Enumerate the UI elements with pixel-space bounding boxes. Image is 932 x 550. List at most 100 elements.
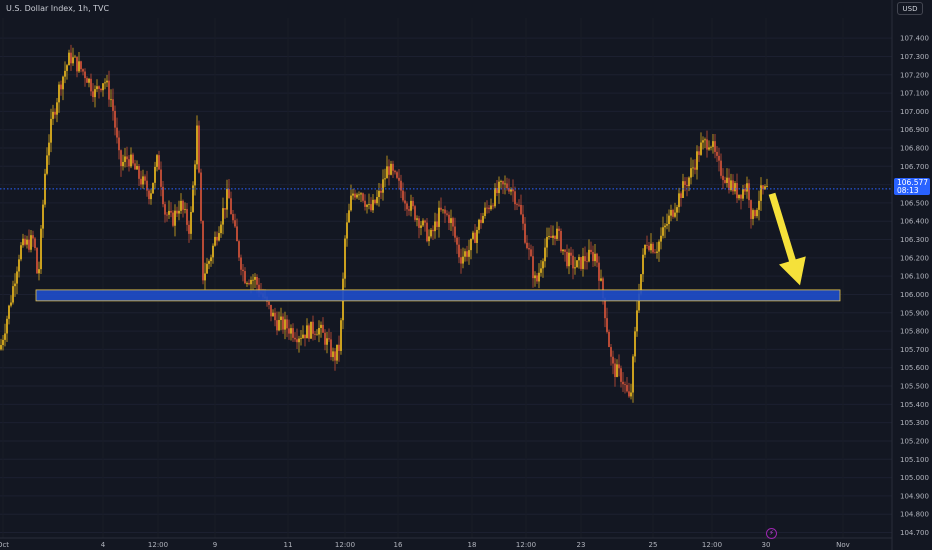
candle-body	[122, 161, 124, 167]
down-arrow	[768, 192, 806, 286]
bar-countdown: 08:13	[897, 186, 919, 195]
candle-body	[356, 194, 358, 198]
candle-body	[620, 368, 622, 382]
candle-body	[162, 186, 164, 205]
candle-body	[230, 198, 232, 215]
candle-body	[648, 245, 650, 251]
candle-body	[474, 232, 476, 243]
candle-body	[394, 170, 396, 173]
candle-body	[124, 156, 126, 162]
candle-body	[0, 344, 2, 350]
candle-body	[636, 310, 638, 332]
candle-body	[548, 236, 550, 237]
candle-body	[494, 188, 496, 207]
candle-body	[362, 193, 364, 201]
candle-body	[106, 80, 108, 83]
candle-body	[712, 141, 714, 147]
candle-body	[450, 218, 452, 223]
y-tick-label: 106.900	[900, 126, 929, 134]
candle-body	[678, 193, 680, 208]
candle-body	[514, 191, 516, 205]
candle-body	[344, 238, 346, 279]
candle-body	[6, 318, 8, 334]
candle-body	[666, 224, 668, 226]
candle-body	[370, 204, 372, 211]
candle-body	[386, 166, 388, 179]
candle-body	[156, 155, 158, 167]
candle-body	[442, 209, 444, 211]
candle-body	[62, 76, 64, 90]
candle-body	[36, 248, 38, 274]
y-tick-label: 105.200	[900, 437, 929, 445]
candle-body	[720, 160, 722, 176]
candle-body	[722, 175, 724, 181]
candle-body	[748, 183, 750, 201]
candle-body	[538, 272, 540, 282]
candle-body	[186, 209, 188, 225]
candle-body	[232, 214, 234, 221]
candle-body	[38, 269, 40, 274]
candle-body	[556, 228, 558, 239]
candle-body	[348, 210, 350, 223]
candle-body	[460, 257, 462, 264]
y-tick-label: 105.300	[900, 419, 929, 427]
candle-body	[520, 204, 522, 215]
candle-body	[182, 200, 184, 210]
candle-body	[430, 229, 432, 237]
candle-body	[282, 316, 284, 330]
candle-body	[658, 241, 660, 252]
candle-body	[346, 222, 348, 239]
candle-body	[242, 269, 244, 272]
x-tick-label: Nov	[836, 541, 850, 549]
candle-body	[458, 244, 460, 258]
candle-body	[464, 251, 466, 257]
candle-body	[406, 203, 408, 210]
candle-body	[158, 155, 160, 170]
candle-body	[484, 207, 486, 216]
candle-body	[616, 364, 618, 377]
candle-body	[120, 150, 122, 167]
candle-body	[740, 194, 742, 199]
candle-body	[132, 154, 134, 164]
candle-body	[198, 125, 200, 173]
lightning-icon[interactable]: ⚡	[766, 528, 777, 539]
candle-body	[194, 164, 196, 186]
candle-body	[486, 207, 488, 209]
candle-body	[234, 220, 236, 227]
candle-body	[238, 241, 240, 258]
candle-body	[516, 204, 518, 205]
candle-body	[20, 245, 22, 260]
current-price-badge: 106.577 08:13	[894, 178, 930, 195]
candle-body	[10, 302, 12, 306]
currency-button[interactable]: USD	[897, 2, 923, 15]
y-tick-label: 106.800	[900, 145, 929, 153]
candle-body	[582, 256, 584, 269]
y-tick-label: 107.300	[900, 53, 929, 61]
candle-body	[608, 331, 610, 348]
candle-body	[424, 220, 426, 223]
candle-body	[682, 181, 684, 199]
candle-body	[670, 210, 672, 216]
candle-body	[14, 283, 16, 287]
candle-body	[374, 199, 376, 204]
candle-body	[172, 212, 174, 226]
candle-body	[290, 328, 292, 334]
candle-body	[426, 222, 428, 242]
y-tick-label: 105.000	[900, 474, 929, 482]
candle-body	[718, 155, 720, 161]
y-tick-label: 106.500	[900, 199, 929, 207]
candle-body	[614, 363, 616, 377]
candle-body	[246, 283, 248, 284]
candle-body	[146, 180, 148, 191]
candle-body	[338, 344, 340, 351]
price-axis: 107.400 107.300 107.200 107.100 107.000 106.9…	[891, 0, 929, 550]
candle-body	[624, 384, 626, 386]
candle-body	[202, 220, 204, 281]
x-tick-label: 12:00	[516, 541, 536, 549]
candle-body	[380, 190, 382, 193]
candle-body	[586, 261, 588, 263]
candle-body	[118, 137, 120, 151]
candle-body	[504, 183, 506, 185]
candle-body	[560, 230, 562, 252]
